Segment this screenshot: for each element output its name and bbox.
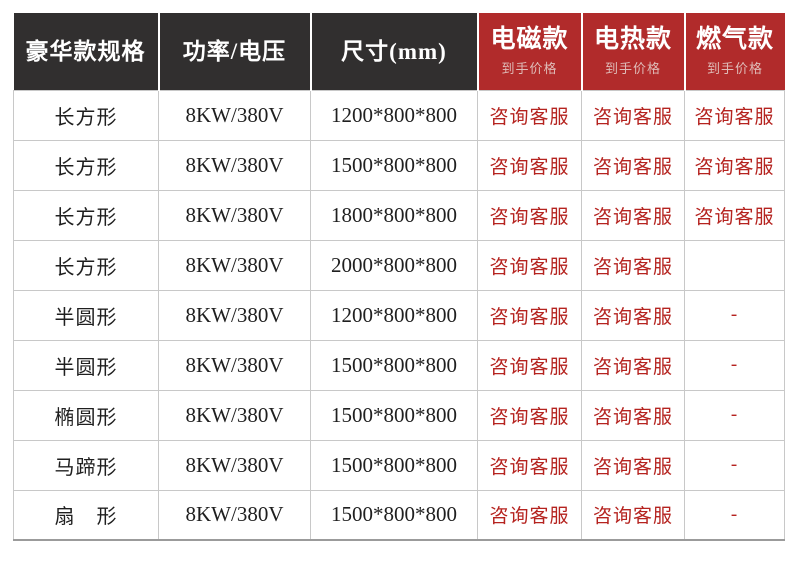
header-label: 燃气款 [695, 25, 774, 53]
table-row: 长方形 8KW/380V 1800*800*800 咨询客服 咨询客服 咨询客服 [13, 189, 785, 241]
cell-gas-price: 咨询客服 [684, 89, 785, 141]
header-power-voltage: 功率/电压 [157, 13, 311, 90]
table-row: 椭圆形 8KW/380V 1500*800*800 咨询客服 咨询客服 - [13, 389, 785, 441]
header-label: 电热款 [593, 25, 672, 53]
page-body: 豪华款规格 功率/电压 尺寸(mm) 电磁款 到手价格 电热款 到手价格 燃气款 [13, 13, 785, 541]
cell-electric-price: 咨询客服 [581, 439, 685, 491]
cell-electric-price: 咨询客服 [581, 139, 685, 191]
cell-power: 8KW/380V [158, 339, 311, 391]
cell-size: 1500*800*800 [310, 439, 478, 491]
header-sub-label: 到手价格 [706, 61, 763, 76]
cell-induction-price: 咨询客服 [477, 339, 582, 391]
cell-electric-price: 咨询客服 [581, 389, 685, 441]
table-row: 长方形 8KW/380V 1500*800*800 咨询客服 咨询客服 咨询客服 [13, 139, 785, 191]
cell-induction-price: 咨询客服 [477, 189, 582, 241]
cell-shape: 半圆形 [13, 289, 159, 341]
cell-shape: 椭圆形 [13, 389, 159, 441]
cell-shape: 长方形 [13, 89, 159, 141]
cell-size: 1800*800*800 [310, 189, 478, 241]
cell-power: 8KW/380V [158, 389, 311, 441]
cell-shape: 长方形 [13, 139, 159, 191]
cell-gas-price: - [684, 489, 785, 541]
cell-power: 8KW/380V [158, 489, 311, 541]
cell-size: 1200*800*800 [310, 289, 478, 341]
header-deluxe-spec: 豪华款规格 [13, 13, 159, 90]
cell-size: 1200*800*800 [310, 89, 478, 141]
header-row: 豪华款规格 功率/电压 尺寸(mm) 电磁款 到手价格 电热款 到手价格 燃气款 [13, 13, 785, 90]
header-size: 尺寸(mm) [309, 13, 478, 90]
table-row: 马蹄形 8KW/380V 1500*800*800 咨询客服 咨询客服 - [13, 439, 785, 491]
header-label: 豪华款规格 [25, 38, 146, 64]
cell-induction-price: 咨询客服 [477, 89, 582, 141]
cell-power: 8KW/380V [158, 189, 311, 241]
cell-electric-price: 咨询客服 [581, 289, 685, 341]
cell-size: 1500*800*800 [310, 389, 478, 441]
table-row: 长方形 8KW/380V 1200*800*800 咨询客服 咨询客服 咨询客服 [13, 89, 785, 141]
cell-gas-price [684, 239, 785, 291]
cell-electric-price: 咨询客服 [581, 239, 685, 291]
header-electric-price: 电热款 到手价格 [580, 13, 685, 90]
cell-gas-price: 咨询客服 [684, 139, 785, 191]
cell-induction-price: 咨询客服 [477, 239, 582, 291]
header-sub-label: 到手价格 [604, 61, 661, 76]
header-gas-price: 燃气款 到手价格 [683, 13, 785, 90]
cell-induction-price: 咨询客服 [477, 289, 582, 341]
cell-induction-price: 咨询客服 [477, 389, 582, 441]
cell-gas-price: - [684, 439, 785, 491]
cell-size: 2000*800*800 [310, 239, 478, 291]
cell-shape: 长方形 [13, 189, 159, 241]
cell-gas-price: - [684, 339, 785, 391]
cell-electric-price: 咨询客服 [581, 489, 685, 541]
cell-power: 8KW/380V [158, 89, 311, 141]
cell-size: 1500*800*800 [310, 139, 478, 191]
cell-induction-price: 咨询客服 [477, 139, 582, 191]
cell-power: 8KW/380V [158, 139, 311, 191]
cell-electric-price: 咨询客服 [581, 189, 685, 241]
cell-gas-price: - [684, 289, 785, 341]
cell-shape: 扇 形 [13, 489, 159, 541]
header-sub-label: 到手价格 [501, 61, 558, 76]
spec-table: 豪华款规格 功率/电压 尺寸(mm) 电磁款 到手价格 电热款 到手价格 燃气款 [13, 13, 785, 541]
header-label: 尺寸(mm) [341, 38, 447, 64]
cell-shape: 长方形 [13, 239, 159, 291]
header-induction-price: 电磁款 到手价格 [476, 13, 582, 90]
cell-power: 8KW/380V [158, 289, 311, 341]
table-row: 扇 形 8KW/380V 1500*800*800 咨询客服 咨询客服 - [13, 489, 785, 541]
table-row: 长方形 8KW/380V 2000*800*800 咨询客服 咨询客服 [13, 239, 785, 291]
cell-shape: 马蹄形 [13, 439, 159, 491]
table-row: 半圆形 8KW/380V 1200*800*800 咨询客服 咨询客服 - [13, 289, 785, 341]
cell-induction-price: 咨询客服 [477, 439, 582, 491]
cell-gas-price: 咨询客服 [684, 189, 785, 241]
table-row: 半圆形 8KW/380V 1500*800*800 咨询客服 咨询客服 - [13, 339, 785, 391]
cell-electric-price: 咨询客服 [581, 89, 685, 141]
cell-electric-price: 咨询客服 [581, 339, 685, 391]
cell-gas-price: - [684, 389, 785, 441]
header-label: 电磁款 [490, 25, 569, 53]
header-label: 功率/电压 [182, 38, 287, 64]
cell-power: 8KW/380V [158, 239, 311, 291]
cell-induction-price: 咨询客服 [477, 489, 582, 541]
cell-size: 1500*800*800 [310, 339, 478, 391]
cell-size: 1500*800*800 [310, 489, 478, 541]
cell-shape: 半圆形 [13, 339, 159, 391]
cell-power: 8KW/380V [158, 439, 311, 491]
